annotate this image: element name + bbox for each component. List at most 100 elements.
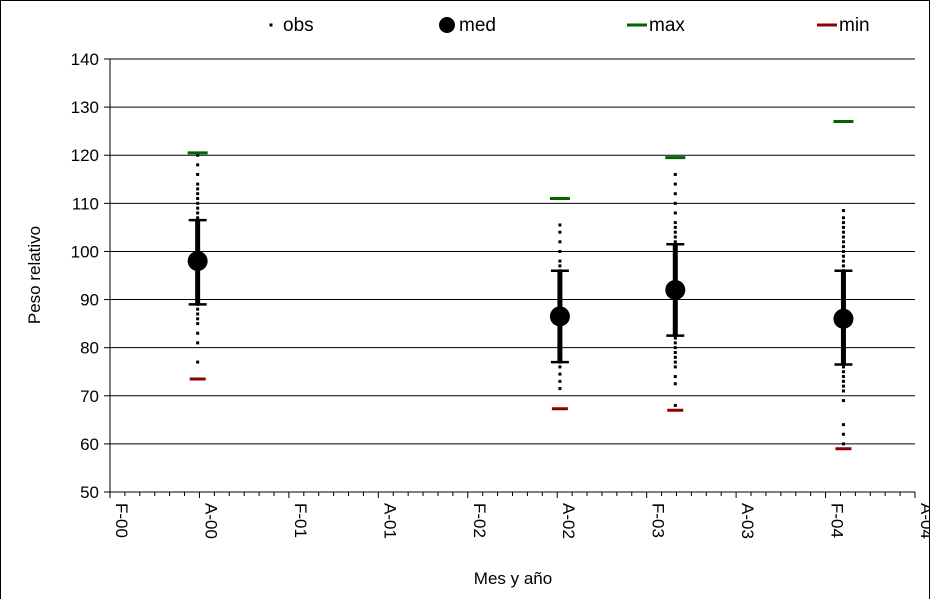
obs-point [673,365,677,369]
obs-point [196,201,200,205]
obs-point [196,331,200,335]
obs-point [841,216,845,220]
obs-point [673,341,677,345]
obs-point [196,211,200,215]
obs-point [841,375,845,379]
obs-point [841,221,845,225]
y-tick-label-70: 70 [80,387,99,406]
obs-point [841,235,845,239]
obs-point [196,192,200,196]
obs-point [196,153,200,157]
obs-point [196,312,200,316]
gridlines [110,58,915,445]
obs-point [841,259,845,263]
data-group-2 [665,156,686,412]
x-tick-label-F-03: F-03 [649,503,668,538]
obs-point [558,372,562,376]
obs-point [558,365,562,369]
legend-item-obs: obs [269,15,314,36]
obs-point [196,216,200,220]
obs-point [841,399,845,403]
y-tick-label-50: 50 [80,483,99,502]
obs-point [196,360,200,364]
legend-item-med: med [439,15,496,36]
median-marker [833,308,854,329]
legend-symbol-obs [269,23,273,27]
y-tick-label-120: 120 [71,146,99,165]
obs-point [841,365,845,369]
y-tick-label-130: 130 [71,98,99,117]
legend-item-min: min [817,15,870,36]
obs-point [673,172,677,176]
obs-point [196,341,200,345]
obs-point [841,384,845,388]
obs-point [673,350,677,354]
legend-label-obs: obs [283,15,314,36]
obs-point [673,360,677,364]
median-marker [665,279,686,300]
obs-point [196,317,200,321]
legend-item-max: max [627,15,685,36]
y-tick-label-110: 110 [72,194,99,213]
obs-point [558,230,562,234]
legend-label-med: med [459,15,496,36]
obs-point [673,235,677,239]
obs-point [673,230,677,234]
obs-point [673,225,677,229]
y-tick-label-140: 140 [71,50,99,69]
obs-point [841,209,845,213]
obs-point [841,442,845,446]
data-group-0 [187,151,208,381]
obs-point [841,230,845,234]
obs-point [673,201,677,205]
obs-point [196,307,200,311]
x-tick-label-A-01: A-01 [380,503,399,539]
obs-point [841,240,845,244]
y-tick-label-90: 90 [80,291,99,310]
legend: obs med max min [269,15,870,36]
obs-point [673,375,677,379]
obs-point [196,322,200,326]
obs-point [558,223,562,227]
obs-point [841,389,845,393]
x-tick-label-A-04: A-04 [917,503,929,539]
obs-point [841,379,845,383]
obs-point [673,355,677,359]
obs-point [841,423,845,427]
obs-point [673,192,677,196]
obs-point [841,225,845,229]
obs-point [841,254,845,258]
obs-point [673,221,677,225]
obs-point [673,240,677,244]
obs-point [196,172,200,176]
x-tick-label-F-04: F-04 [828,503,847,538]
obs-point [673,336,677,340]
obs-point [558,249,562,253]
obs-point [673,403,677,407]
obs-point [196,182,200,186]
obs-point [841,245,845,249]
obs-point [673,211,677,215]
y-axis-label: Peso relativo [25,226,44,324]
data-marks [187,120,854,451]
obs-point [673,346,677,350]
obs-point [558,264,562,268]
obs-point [673,182,677,186]
x-tick-label-A-00: A-00 [201,503,220,539]
median-marker [549,306,570,327]
y-tick-label-100: 100 [71,242,99,261]
obs-point [841,370,845,374]
legend-label-min: min [839,15,870,36]
obs-point [673,382,677,386]
obs-point [196,197,200,201]
x-axis-label: Mes y año [474,569,552,588]
data-group-1 [549,197,570,411]
legend-label-max: max [649,15,685,36]
x-tick-label-F-00: F-00 [112,503,131,538]
x-tick-label-F-01: F-01 [291,503,310,538]
y-tick-label-80: 80 [80,339,99,358]
obs-point [841,249,845,253]
obs-point [841,264,845,268]
